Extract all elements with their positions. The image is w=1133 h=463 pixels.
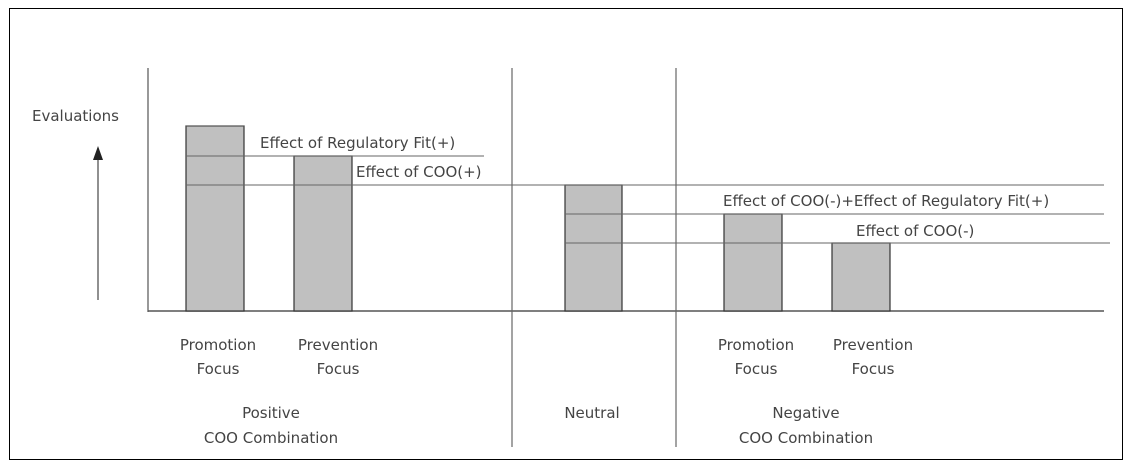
group-label-negative-line2: COO Combination xyxy=(739,429,873,447)
annotation-coo-negative-plus-fit: Effect of COO(-)+Effect of Regulatory Fi… xyxy=(723,192,1049,210)
annotation-coo-positive: Effect of COO(+) xyxy=(356,163,482,181)
group-label-positive-line1: Positive xyxy=(242,404,300,422)
label-negative-promotion-line2: Focus xyxy=(735,360,778,378)
label-positive-promotion-line1: Promotion xyxy=(180,336,256,354)
group-label-negative-line1: Negative xyxy=(772,404,839,422)
bar-negative-promotion xyxy=(723,213,783,312)
bar-neutral xyxy=(564,184,623,312)
bar-positive-promotion xyxy=(185,125,245,312)
label-negative-prevention-line2: Focus xyxy=(852,360,895,378)
annotation-coo-negative: Effect of COO(-) xyxy=(856,222,974,240)
label-negative-prevention-line1: Prevention xyxy=(833,336,913,354)
label-negative-promotion-line1: Promotion xyxy=(718,336,794,354)
group-label-neutral: Neutral xyxy=(564,404,619,422)
bar-negative-prevention xyxy=(831,242,891,312)
label-positive-prevention-line1: Prevention xyxy=(298,336,378,354)
group-label-positive-line2: COO Combination xyxy=(204,429,338,447)
label-positive-prevention-line2: Focus xyxy=(317,360,360,378)
bar-positive-prevention xyxy=(293,155,353,312)
y-axis-label: Evaluations xyxy=(32,107,119,125)
arrow-head-icon xyxy=(93,146,103,160)
label-positive-promotion-line2: Focus xyxy=(197,360,240,378)
annotation-regulatory-fit-positive: Effect of Regulatory Fit(+) xyxy=(260,134,455,152)
